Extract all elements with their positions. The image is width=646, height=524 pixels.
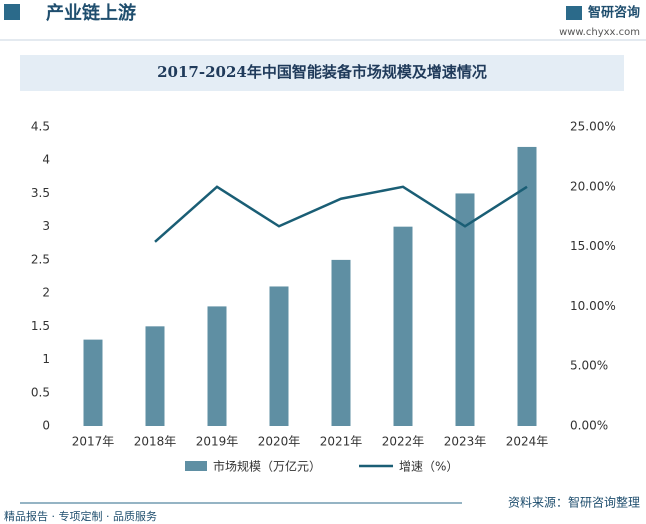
brand-logo [566,6,582,20]
header-icon [4,4,20,20]
line [154,185,528,243]
header-title: 产业链上游 [46,2,136,24]
chart-title: 2017-2024年中国智能装备市场规模及增速情况 [157,63,487,81]
y2-tick-label: 20.00% [570,179,616,193]
x-tick-label: 2023年 [444,435,487,449]
y-tick-label: 0.5 [31,385,50,399]
bar [517,146,537,426]
bar [455,193,475,426]
x-tick-label: 2018年 [134,435,177,449]
x-tick-label: 2021年 [320,435,363,449]
header-bg [0,0,646,40]
x-tick-label: 2022年 [382,435,425,449]
legend-label: 增速（%） [399,460,458,474]
brand-url: www.chyxx.com [559,27,640,38]
brand-name: 智研咨询 [588,5,640,21]
bar [331,259,351,426]
bar [393,226,413,426]
y2-tick-label: 25.00% [570,120,616,134]
bar [145,326,165,426]
legend-label: 市场规模（万亿元） [213,459,321,474]
y-tick-label: 2.5 [31,252,50,266]
bar [83,339,103,426]
x-tick-label: 2017年 [72,435,115,449]
y-tick-label: 3.5 [31,186,50,200]
legend-swatch [185,461,207,471]
x-tick-label: 2020年 [258,435,301,449]
y-tick-label: 2 [42,286,50,300]
x-tick-label: 2019年 [196,435,239,449]
y2-tick-label: 0.00% [570,419,608,433]
y-tick-label: 1 [42,352,50,366]
bar [269,286,289,426]
y-tick-label: 3 [42,219,50,233]
y2-tick-label: 10.00% [570,299,616,313]
y-tick-label: 1.5 [31,319,50,333]
y-tick-label: 0 [42,419,50,433]
footer-slogan: 精品报告 · 专项定制 · 品质服务 [4,509,157,523]
title-box [20,55,624,91]
footer-source: 资料来源：智研咨询整理 [508,495,640,510]
y-tick-label: 4.5 [31,120,50,134]
x-tick-label: 2024年 [506,435,549,449]
bar [207,306,227,426]
y-tick-label: 4 [42,153,50,167]
y2-tick-label: 5.00% [570,359,608,373]
y2-tick-label: 15.00% [570,239,616,253]
